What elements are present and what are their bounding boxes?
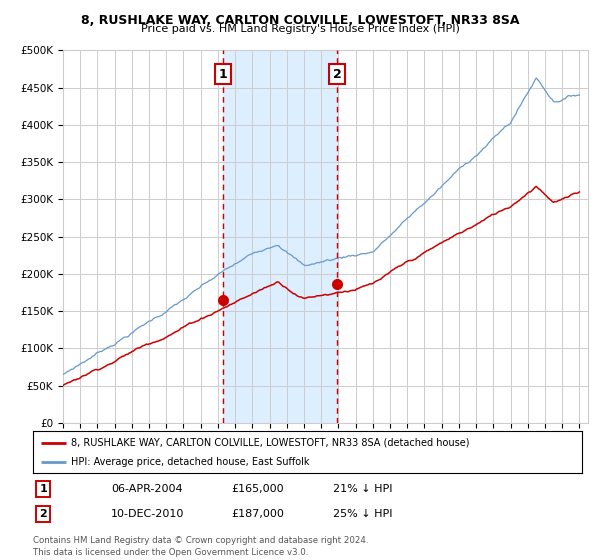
Text: 8, RUSHLAKE WAY, CARLTON COLVILLE, LOWESTOFT, NR33 8SA: 8, RUSHLAKE WAY, CARLTON COLVILLE, LOWES…	[81, 14, 519, 27]
Text: 10-DEC-2010: 10-DEC-2010	[111, 509, 184, 519]
Text: 1: 1	[218, 68, 227, 81]
Text: Contains HM Land Registry data © Crown copyright and database right 2024.
This d: Contains HM Land Registry data © Crown c…	[33, 536, 368, 557]
Text: 06-APR-2004: 06-APR-2004	[111, 484, 182, 494]
Bar	[223, 50, 337, 423]
Text: Price paid vs. HM Land Registry's House Price Index (HPI): Price paid vs. HM Land Registry's House …	[140, 24, 460, 34]
Text: 2: 2	[332, 68, 341, 81]
Text: HPI: Average price, detached house, East Suffolk: HPI: Average price, detached house, East…	[71, 457, 310, 467]
Text: 1: 1	[40, 484, 47, 494]
Text: 21% ↓ HPI: 21% ↓ HPI	[333, 484, 392, 494]
Text: 2: 2	[40, 509, 47, 519]
Text: 8, RUSHLAKE WAY, CARLTON COLVILLE, LOWESTOFT, NR33 8SA (detached house): 8, RUSHLAKE WAY, CARLTON COLVILLE, LOWES…	[71, 437, 470, 447]
Text: £187,000: £187,000	[231, 509, 284, 519]
Text: £165,000: £165,000	[231, 484, 284, 494]
Text: 25% ↓ HPI: 25% ↓ HPI	[333, 509, 392, 519]
